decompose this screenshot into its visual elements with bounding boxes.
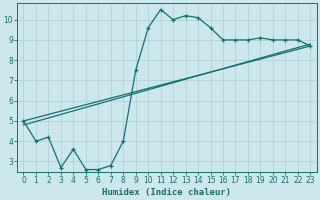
X-axis label: Humidex (Indice chaleur): Humidex (Indice chaleur) <box>102 188 231 197</box>
